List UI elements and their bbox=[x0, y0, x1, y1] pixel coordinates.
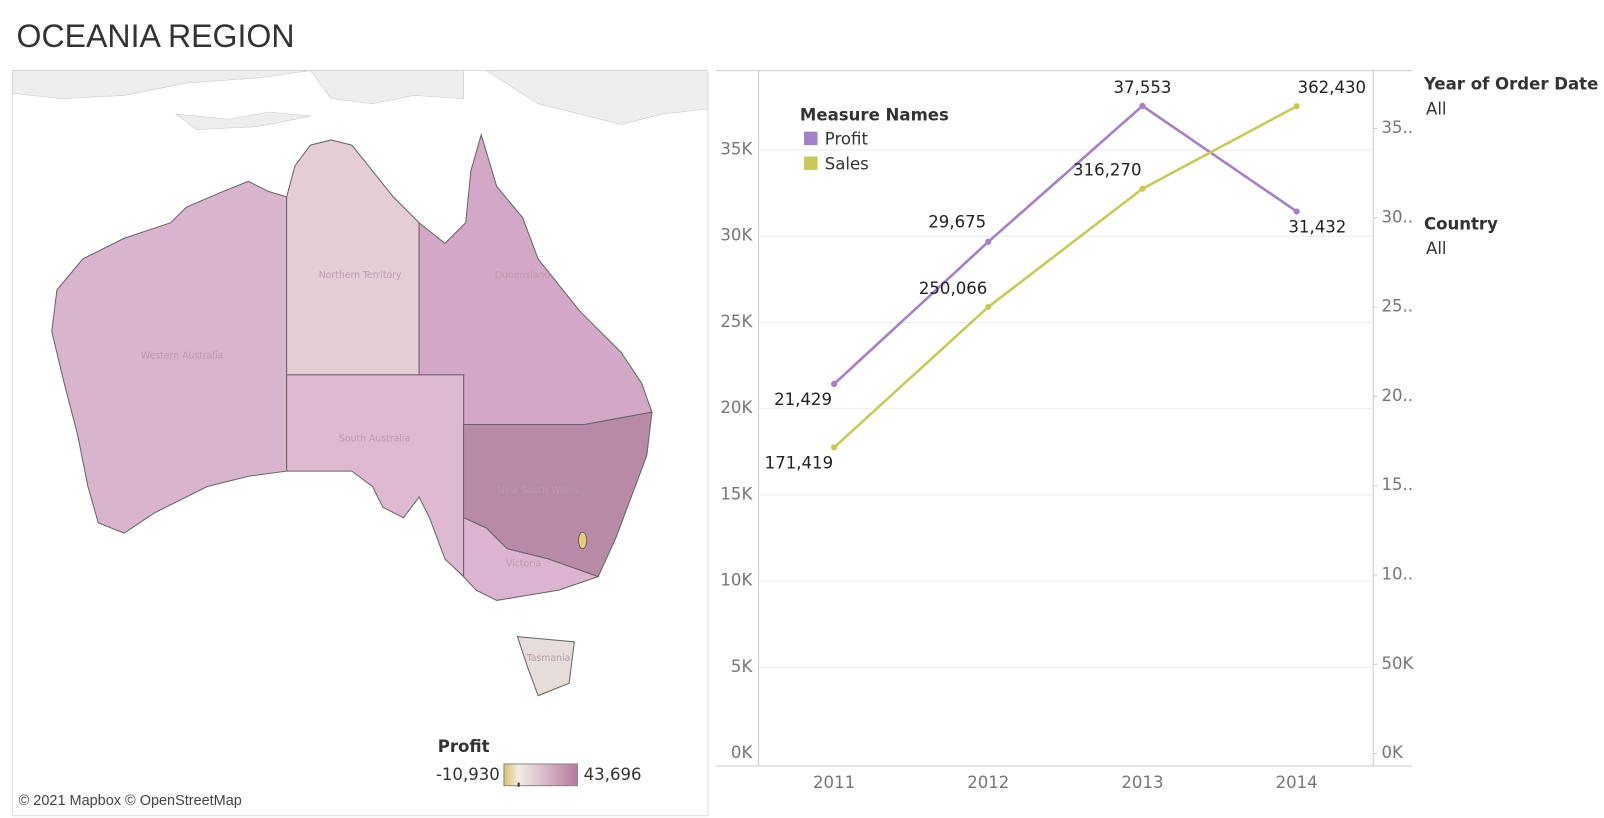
data-label: 37,553 bbox=[1114, 78, 1172, 97]
map-region bbox=[516, 636, 575, 697]
region-label: Western Australia bbox=[141, 351, 223, 362]
y-tick-label: 25K bbox=[720, 312, 753, 331]
color-legend-min: -10,930 bbox=[436, 765, 500, 784]
point bbox=[985, 238, 992, 245]
x-tick-label: 2011 bbox=[813, 773, 855, 792]
y-tick-label: 30K bbox=[720, 226, 753, 245]
data-label: 21,429 bbox=[774, 390, 832, 409]
y2-tick-label: 20.. bbox=[1382, 386, 1414, 405]
filter-title: Country bbox=[1424, 214, 1498, 233]
region-label: Queensland bbox=[495, 270, 551, 281]
filter-value: All bbox=[1426, 99, 1447, 118]
point bbox=[830, 380, 838, 388]
x-tick-label: 2012 bbox=[967, 773, 1009, 792]
region-label: South Australia bbox=[339, 434, 410, 445]
map-attribution: © 2021 Mapbox © OpenStreetMap bbox=[19, 793, 242, 809]
color-legend-title: Profit bbox=[438, 737, 490, 756]
y-tick-label: 35K bbox=[720, 139, 753, 158]
map: Western Australia Northern Territory Queen… bbox=[11, 70, 709, 817]
data-label: 316,270 bbox=[1073, 161, 1141, 180]
data-label: 31,432 bbox=[1288, 218, 1346, 237]
region-label: Northern Territory bbox=[319, 270, 402, 281]
line bbox=[833, 105, 1298, 449]
neighbor-land bbox=[12, 70, 709, 130]
y2-tick-label: 0K bbox=[1382, 743, 1405, 762]
y-tick-label: 0K bbox=[731, 743, 754, 762]
filter-title: Year of Order Date bbox=[1423, 75, 1598, 94]
region-label: Victoria bbox=[506, 559, 541, 570]
dashboard-title: OCEANIA REGION bbox=[17, 18, 295, 54]
filter-value: All bbox=[1426, 239, 1447, 258]
region-label: Tasmania bbox=[526, 653, 571, 664]
y-tick-label: 15K bbox=[720, 484, 753, 503]
point bbox=[1293, 103, 1300, 110]
map-region bbox=[51, 180, 288, 534]
y-tick-label: 5K bbox=[731, 657, 754, 676]
map-region bbox=[463, 516, 600, 601]
region-label: New South Wales bbox=[498, 485, 579, 496]
point bbox=[1293, 208, 1300, 215]
data-label: 250,066 bbox=[919, 279, 987, 298]
y2-tick-label: 15.. bbox=[1382, 475, 1414, 494]
y2-tick-label: 25.. bbox=[1382, 297, 1414, 316]
data-label: 171,419 bbox=[765, 453, 833, 472]
y2-tick-label: 50K bbox=[1382, 654, 1415, 673]
x-tick-label: 2013 bbox=[1121, 773, 1163, 792]
legend-label: Profit bbox=[825, 129, 869, 148]
point bbox=[830, 444, 838, 451]
y2-tick-label: 35.. bbox=[1382, 118, 1414, 137]
legend-swatch bbox=[804, 156, 818, 170]
data-label: 29,675 bbox=[928, 213, 986, 232]
color-legend-max: 43,696 bbox=[584, 765, 642, 784]
y-tick-label: 10K bbox=[720, 571, 753, 590]
data-label: 362,430 bbox=[1298, 78, 1366, 97]
legend-label: Sales bbox=[825, 154, 869, 173]
point bbox=[985, 303, 992, 311]
point bbox=[1139, 185, 1146, 192]
act-region bbox=[578, 531, 588, 550]
point bbox=[1139, 102, 1146, 110]
color-legend-bar bbox=[503, 763, 578, 787]
y2-tick-label: 10.. bbox=[1382, 564, 1414, 583]
legend-title: Measure Names bbox=[800, 106, 949, 125]
line bbox=[833, 104, 1298, 385]
legend-swatch bbox=[804, 131, 818, 146]
y2-tick-label: 30.. bbox=[1382, 207, 1414, 226]
y-tick-label: 20K bbox=[720, 398, 753, 417]
x-tick-label: 2014 bbox=[1276, 773, 1318, 792]
